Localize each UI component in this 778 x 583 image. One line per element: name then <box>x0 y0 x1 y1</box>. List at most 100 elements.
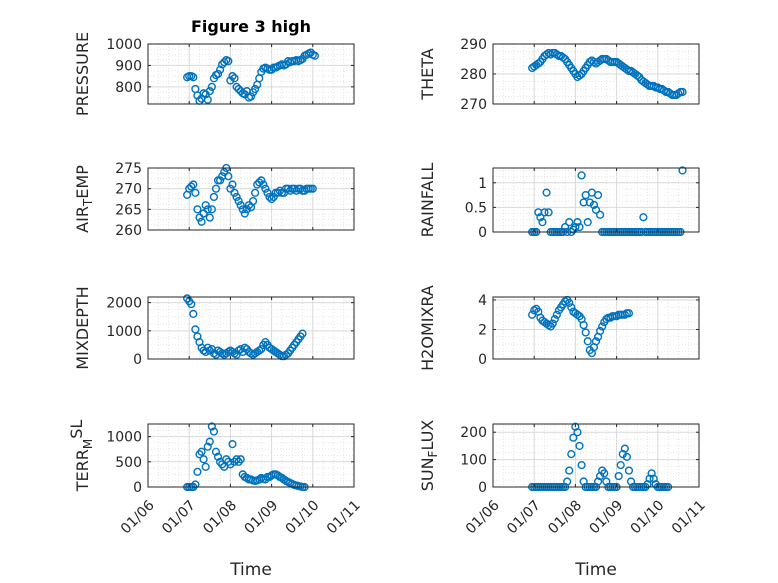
data-point <box>596 210 605 219</box>
data-point <box>226 76 235 85</box>
data-point <box>209 192 219 202</box>
grid <box>147 423 355 488</box>
series-air_temp <box>183 163 317 226</box>
data-point <box>273 471 282 480</box>
data-point <box>218 60 227 69</box>
data-point <box>589 200 599 210</box>
data-point <box>540 208 549 217</box>
series-terr_msl <box>183 422 309 492</box>
data-point <box>251 84 260 94</box>
x-tick-label: 01/07 <box>159 497 199 537</box>
y-tick-label: 2000 <box>106 296 142 312</box>
data-point <box>573 428 582 437</box>
data-point <box>308 184 317 193</box>
series-mixdepth <box>183 294 307 361</box>
data-point <box>199 209 208 218</box>
data-point <box>236 201 245 210</box>
data-point <box>230 188 239 197</box>
y-tick-label: 200 <box>460 425 487 441</box>
plot-area <box>493 424 699 487</box>
series-pressure <box>183 48 319 105</box>
axes-frame <box>147 167 355 231</box>
axes-frame <box>492 296 700 360</box>
data-point <box>255 178 264 187</box>
data-point <box>560 222 570 232</box>
data-point <box>211 447 221 456</box>
subplot-theta: 270 280 290 THETA <box>418 37 700 113</box>
y-tick-label: 0 <box>478 352 487 368</box>
data-point <box>542 188 551 197</box>
x-axis-label-left: Time <box>229 560 272 580</box>
y-axis-label: MIXDEPTH <box>73 286 92 369</box>
data-point <box>216 176 225 185</box>
data-point <box>579 320 588 330</box>
x-tick-label: 01/06 <box>463 497 503 537</box>
grid <box>147 43 355 104</box>
subplot-rainfall: 0 0.5 1 RAINFALL <box>418 163 700 241</box>
data-point <box>267 194 276 204</box>
y-tick-label: 280 <box>460 67 487 83</box>
data-point <box>195 213 204 222</box>
data-point <box>581 328 590 337</box>
y-axis-label: THETA <box>418 48 437 100</box>
y-tick-label: 4 <box>478 293 487 309</box>
data-point <box>558 53 568 62</box>
data-point <box>197 217 206 226</box>
data-point <box>193 205 202 214</box>
data-point <box>620 310 629 319</box>
data-point <box>257 345 266 354</box>
y-tick-label: 275 <box>115 161 142 177</box>
y-tick-label: 900 <box>115 58 142 74</box>
data-point <box>220 168 229 177</box>
data-point <box>203 205 212 214</box>
data-point <box>560 297 570 306</box>
data-point <box>201 462 210 471</box>
series-theta <box>528 48 687 100</box>
x-tick-label: 01/09 <box>587 497 627 537</box>
y-tick-label: 1000 <box>106 430 142 446</box>
data-point <box>639 213 648 222</box>
subplot-mixdepth: 0 1000 2000 MIXDEPTH <box>73 286 355 370</box>
data-point <box>199 455 208 464</box>
data-point <box>552 310 561 319</box>
data-point <box>236 455 245 464</box>
y-tick-label: 290 <box>460 37 487 53</box>
data-point <box>238 205 247 214</box>
data-point <box>263 188 272 197</box>
data-point <box>550 315 559 324</box>
data-point <box>544 208 553 217</box>
data-point <box>257 176 266 185</box>
data-point <box>563 477 572 486</box>
y-tick-label: 0 <box>133 352 142 368</box>
y-tick-label: 1000 <box>106 37 142 53</box>
y-tick-label: 265 <box>115 202 142 218</box>
data-point <box>585 198 594 207</box>
data-point <box>265 192 274 202</box>
data-point <box>569 433 578 442</box>
data-point <box>298 329 307 338</box>
data-point <box>678 87 687 97</box>
data-point <box>189 73 198 82</box>
data-point <box>220 58 229 67</box>
data-point <box>310 51 319 60</box>
y-tick-label: 0 <box>478 225 487 241</box>
y-axis-label: H2OMIXRA <box>418 285 437 371</box>
data-point <box>226 184 235 193</box>
subplot-air_temp: 260 265 270 275 AIRTEMP <box>73 161 355 239</box>
axes-frame <box>147 43 355 105</box>
data-point <box>242 205 251 214</box>
data-point <box>591 337 601 346</box>
data-point <box>530 306 539 315</box>
y-tick-label: 0.5 <box>465 200 487 216</box>
data-point <box>573 218 582 227</box>
data-point <box>573 310 582 319</box>
data-point <box>228 72 237 81</box>
x-tick-label: 01/08 <box>545 497 585 537</box>
data-point <box>191 480 200 489</box>
data-point <box>213 452 223 461</box>
y-axis-label: AIRTEMP <box>73 165 95 233</box>
data-point <box>633 71 642 80</box>
data-point <box>575 71 584 80</box>
data-point <box>534 59 543 68</box>
